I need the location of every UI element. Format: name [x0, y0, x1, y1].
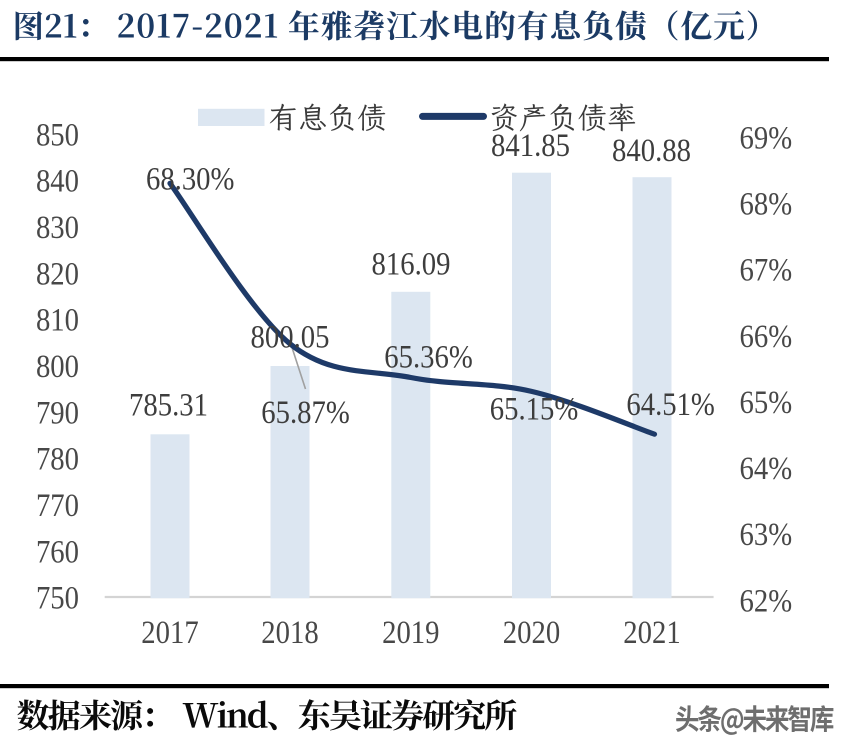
- svg-text:810: 810: [36, 301, 79, 338]
- svg-text:790: 790: [36, 393, 79, 430]
- svg-text:2019: 2019: [382, 613, 439, 650]
- svg-text:800: 800: [36, 347, 79, 384]
- svg-text:65.36%: 65.36%: [384, 338, 472, 375]
- svg-text:816.09: 816.09: [372, 245, 451, 282]
- svg-text:65.87%: 65.87%: [261, 393, 349, 430]
- svg-text:800.05: 800.05: [251, 318, 330, 355]
- svg-text:68.30%: 68.30%: [146, 160, 234, 197]
- svg-text:840: 840: [36, 162, 79, 199]
- svg-text:840.88: 840.88: [612, 131, 691, 168]
- svg-text:67%: 67%: [740, 251, 793, 288]
- svg-text:2021: 2021: [623, 613, 680, 650]
- svg-text:69%: 69%: [740, 119, 793, 156]
- svg-text:66%: 66%: [740, 317, 793, 354]
- svg-text:63%: 63%: [740, 515, 793, 552]
- svg-text:820: 820: [36, 254, 79, 291]
- svg-text:64%: 64%: [740, 449, 793, 486]
- svg-text:750: 750: [36, 579, 79, 616]
- svg-text:68%: 68%: [740, 185, 793, 222]
- svg-text:65%: 65%: [740, 383, 793, 420]
- svg-text:841.85: 841.85: [491, 126, 570, 163]
- svg-text:2017: 2017: [141, 613, 198, 650]
- svg-text:62%: 62%: [740, 581, 793, 618]
- svg-text:2020: 2020: [503, 613, 560, 650]
- svg-text:850: 850: [36, 116, 79, 153]
- svg-text:830: 830: [36, 208, 79, 245]
- svg-text:760: 760: [36, 532, 79, 569]
- svg-text:780: 780: [36, 440, 79, 477]
- svg-text:770: 770: [36, 486, 79, 523]
- svg-text:785.31: 785.31: [129, 386, 208, 423]
- svg-text:64.51%: 64.51%: [626, 385, 714, 422]
- svg-text:2018: 2018: [261, 613, 318, 650]
- svg-text:65.15%: 65.15%: [490, 390, 578, 427]
